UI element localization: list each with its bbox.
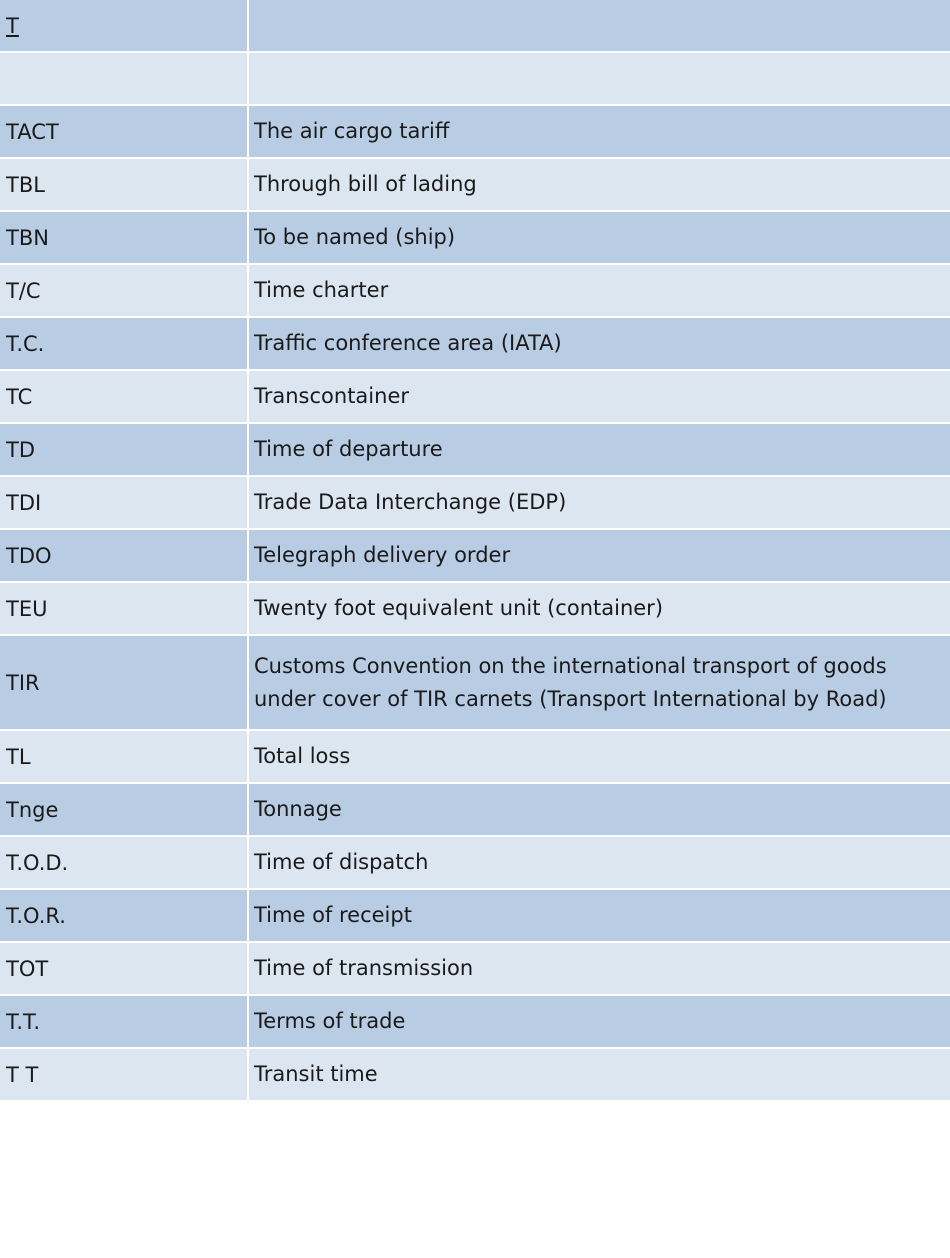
meaning-cell: Total loss bbox=[254, 744, 351, 768]
abbreviation-cell: T.T. bbox=[0, 996, 249, 1047]
abbreviation-cell: T.C. bbox=[0, 318, 249, 369]
abbreviation-cell: T T bbox=[0, 1049, 249, 1100]
table-row: TDO Telegraph delivery order bbox=[0, 530, 950, 583]
abbreviation-cell: TOT bbox=[0, 943, 249, 994]
meaning-cell: Telegraph delivery order bbox=[254, 543, 511, 567]
table-row: T.T. Terms of trade bbox=[0, 996, 950, 1049]
abbreviation-cell: TBN bbox=[0, 212, 249, 263]
section-letter-cell: T bbox=[0, 0, 249, 51]
meaning-cell: Transcontainer bbox=[254, 384, 409, 408]
table-row: TOT Time of transmission bbox=[0, 943, 950, 996]
meaning-cell: Twenty foot equivalent unit (container) bbox=[254, 596, 664, 620]
table-row: TL Total loss bbox=[0, 731, 950, 784]
table-row: TIR Customs Convention on the internatio… bbox=[0, 636, 950, 731]
table-row: T T Transit time bbox=[0, 1049, 950, 1102]
meaning-cell: Transit time bbox=[254, 1062, 378, 1086]
meaning-cell: To be named (ship) bbox=[254, 225, 456, 249]
meaning-cell: The air cargo tariff bbox=[254, 119, 450, 143]
abbreviation-cell: T.O.D. bbox=[0, 837, 249, 888]
abbreviation-cell: TC bbox=[0, 371, 249, 422]
spacer-abbr-cell bbox=[0, 53, 249, 104]
table-row: TD Time of departure bbox=[0, 424, 950, 477]
table-row: TACT The air cargo tariff bbox=[0, 106, 950, 159]
table-row: T.O.R. Time of receipt bbox=[0, 890, 950, 943]
table-row: TC Transcontainer bbox=[0, 371, 950, 424]
section-letter: T bbox=[6, 13, 19, 38]
meaning-cell: Time of transmission bbox=[254, 956, 474, 980]
abbreviation-cell: Tnge bbox=[0, 784, 249, 835]
table-row: Tnge Tonnage bbox=[0, 784, 950, 837]
table-row: T/C Time charter bbox=[0, 265, 950, 318]
meaning-cell: Through bill of lading bbox=[254, 172, 477, 196]
meaning-cell: Time of dispatch bbox=[254, 850, 429, 874]
abbreviation-cell: T.O.R. bbox=[0, 890, 249, 941]
table-row: T.O.D. Time of dispatch bbox=[0, 837, 950, 890]
meaning-cell: Trade Data Interchange (EDP) bbox=[254, 490, 567, 514]
glossary-table: T TACT The air cargo tariff TBL Through … bbox=[0, 0, 950, 1102]
abbreviation-cell: T/C bbox=[0, 265, 249, 316]
section-header-empty-cell bbox=[249, 0, 950, 51]
meaning-cell: Traffic conference area (IATA) bbox=[254, 331, 562, 355]
spacer-row bbox=[0, 53, 950, 106]
abbreviation-cell: TIR bbox=[0, 636, 249, 729]
abbreviation-cell: TACT bbox=[0, 106, 249, 157]
abbreviation-cell: TEU bbox=[0, 583, 249, 634]
meaning-cell: Customs Convention on the international … bbox=[254, 653, 887, 711]
table-row: TDI Trade Data Interchange (EDP) bbox=[0, 477, 950, 530]
table-row: TBL Through bill of lading bbox=[0, 159, 950, 212]
section-header-row: T bbox=[0, 0, 950, 53]
spacer-meaning-cell bbox=[249, 53, 950, 104]
table-row: TEU Twenty foot equivalent unit (contain… bbox=[0, 583, 950, 636]
abbreviation-cell: TDO bbox=[0, 530, 249, 581]
table-row: T.C. Traffic conference area (IATA) bbox=[0, 318, 950, 371]
abbreviation-cell: TBL bbox=[0, 159, 249, 210]
table-row: TBN To be named (ship) bbox=[0, 212, 950, 265]
meaning-cell: Tonnage bbox=[254, 797, 342, 821]
meaning-cell: Terms of trade bbox=[254, 1009, 406, 1033]
meaning-cell: Time of receipt bbox=[254, 903, 412, 927]
abbreviation-cell: TDI bbox=[0, 477, 249, 528]
abbreviation-cell: TL bbox=[0, 731, 249, 782]
meaning-cell: Time of departure bbox=[254, 437, 443, 461]
meaning-cell: Time charter bbox=[254, 278, 389, 302]
abbreviation-cell: TD bbox=[0, 424, 249, 475]
